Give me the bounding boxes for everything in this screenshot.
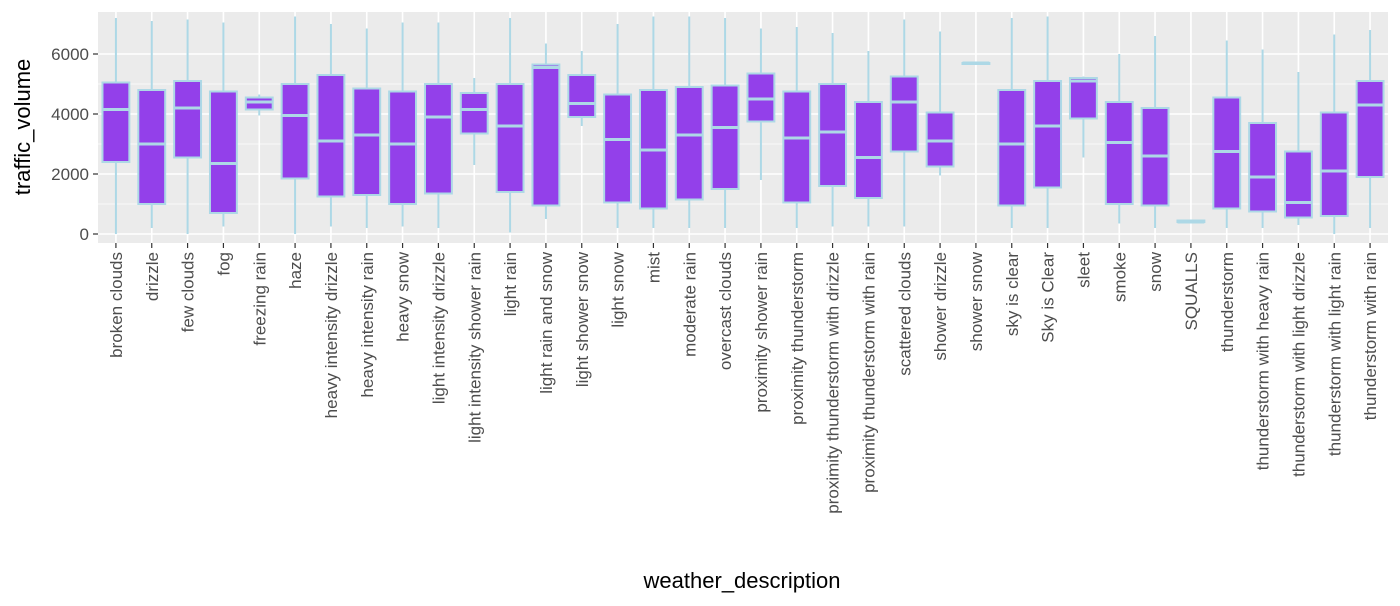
x-tick-label: light intensity shower rain (465, 252, 484, 443)
x-tick-label: shower drizzle (931, 252, 950, 361)
x-tick-label: overcast clouds (716, 252, 735, 370)
x-tick-label: light rain (501, 252, 520, 316)
box-proximity-thunderstorm (782, 90, 812, 204)
y-tick-label: 4000 (51, 105, 89, 124)
box-light-intensity-drizzle (423, 83, 453, 195)
box-heavy-intensity-drizzle (316, 74, 346, 198)
x-axis-title: weather_description (643, 568, 841, 593)
box-moderate-rain (674, 86, 704, 201)
x-tick-label: light intensity drizzle (429, 252, 448, 404)
box-fog (208, 90, 238, 214)
box-heavy-snow (388, 90, 418, 205)
x-tick-label: snow (1146, 251, 1165, 291)
y-tick-label: 6000 (51, 45, 89, 64)
x-tick-label: heavy intensity rain (358, 252, 377, 398)
x-tick-label: proximity thunderstorm (788, 252, 807, 425)
y-tick-label: 0 (80, 225, 89, 244)
box-few-clouds (173, 80, 203, 159)
box-scattered-clouds (889, 75, 919, 153)
plot-panel (98, 12, 1388, 243)
x-tick-label: scattered clouds (895, 252, 914, 376)
x-tick-label: fog (214, 252, 233, 276)
box-thunderstorm-with-light-rain (1319, 111, 1349, 217)
x-tick-label: thunderstorm with rain (1361, 252, 1380, 420)
box-light-rain (495, 83, 525, 193)
box-sky-is-clear (997, 89, 1027, 207)
x-tick-label: thunderstorm with light rain (1325, 252, 1344, 456)
x-tick-label: drizzle (143, 252, 162, 301)
x-tick-label: broken clouds (107, 252, 126, 358)
box-light-rain-and-snow (531, 63, 561, 207)
box-drizzle (137, 89, 167, 205)
box-light-shower-snow (567, 74, 597, 118)
x-tick-label: mist (644, 252, 663, 283)
x-tick-label: thunderstorm (1218, 252, 1237, 352)
box-heavy-intensity-rain (352, 87, 382, 196)
box-thunderstorm-with-rain (1355, 80, 1385, 178)
x-tick-label: freezing rain (250, 252, 269, 346)
box-light-snow (603, 93, 633, 204)
box-haze (280, 83, 310, 180)
box-sky-is-clear (1033, 80, 1063, 189)
box-proximity-thunderstorm-with-drizzle (818, 83, 848, 187)
box-thunderstorm-with-heavy-rain (1248, 122, 1278, 213)
box-light-intensity-shower-rain (459, 92, 489, 135)
x-tick-label: sleet (1074, 252, 1093, 288)
x-tick-label: heavy intensity drizzle (322, 252, 341, 418)
x-tick-label: light snow (609, 251, 628, 327)
box-broken-clouds (101, 81, 131, 163)
box-proximity-thunderstorm-with-rain (853, 101, 883, 199)
x-tick-label: heavy snow (394, 251, 413, 341)
x-tick-label: light rain and snow (537, 251, 556, 393)
y-axis-title: traffic_volume (10, 59, 35, 196)
x-axis: broken clouds drizzle few clouds fog freezin… (107, 243, 1380, 514)
x-tick-label: light shower snow (573, 251, 592, 387)
x-tick-label: thunderstorm with light drizzle (1289, 252, 1308, 477)
x-tick-label: proximity shower rain (752, 252, 771, 413)
x-tick-label: Sky is Clear (1039, 252, 1058, 343)
x-tick-label: haze (286, 252, 305, 289)
box-overcast-clouds (710, 84, 740, 190)
x-tick-label: proximity thunderstorm with rain (859, 252, 878, 493)
box-thunderstorm-with-light-drizzle (1283, 150, 1313, 219)
x-tick-label: SQUALLS (1182, 252, 1201, 330)
y-tick-label: 2000 (51, 165, 89, 184)
x-tick-label: smoke (1110, 252, 1129, 302)
x-tick-label: shower snow (967, 251, 986, 351)
y-axis: 0 2000 4000 6000 (51, 45, 98, 244)
x-tick-label: thunderstorm with heavy rain (1254, 252, 1273, 470)
x-tick-label: few clouds (179, 252, 198, 332)
box-smoke (1104, 101, 1134, 205)
x-tick-label: proximity thunderstorm with drizzle (824, 252, 843, 514)
box-sleet (1068, 77, 1098, 120)
x-tick-label: sky is clear (1003, 252, 1022, 336)
x-tick-label: moderate rain (680, 252, 699, 357)
boxes-layer (101, 16, 1385, 234)
